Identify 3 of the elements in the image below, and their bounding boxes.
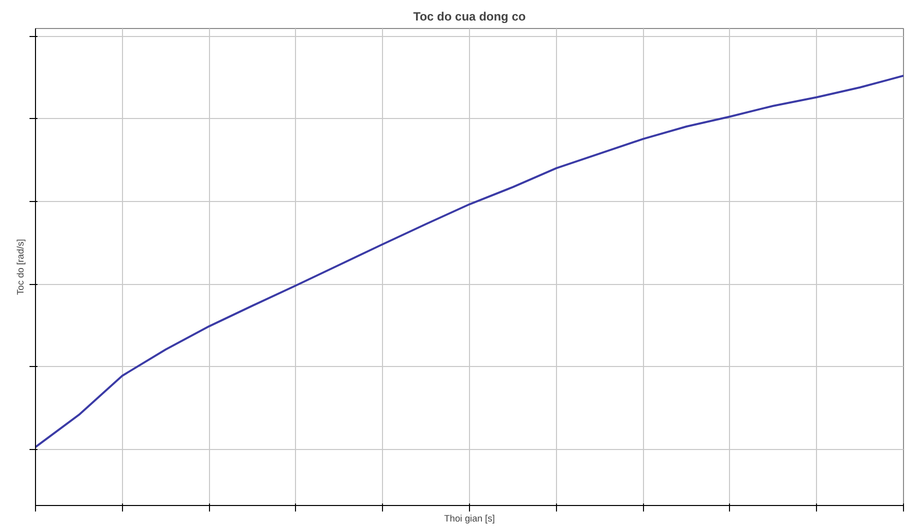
x-axis-title: Thoi gian [s] <box>444 514 495 524</box>
chart-title: Toc do cua dong co <box>413 10 526 24</box>
y-axis-title: Toc do [rad/s] <box>16 239 26 295</box>
